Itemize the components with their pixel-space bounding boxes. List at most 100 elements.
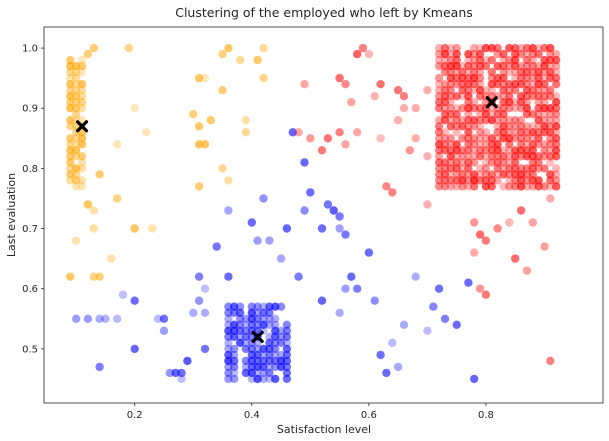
cluster-red-point [487,110,496,119]
cluster-red-point [546,158,555,167]
cluster-red-point [294,128,303,137]
cluster-blue-point [224,206,233,215]
x-tick-label: 0.4 [244,410,260,421]
cluster-blue-point [393,362,403,372]
cluster-red-point [475,116,485,125]
cluster-orange-point [66,61,75,71]
cluster-red-point [475,164,485,173]
cluster-red-point [516,73,526,83]
cluster-orange-point [83,200,93,209]
points-layer [66,43,561,384]
cluster-red-point [522,43,532,53]
cluster-blue-point [241,344,251,354]
cluster-blue-point [212,242,221,251]
cluster-red-point [552,67,561,77]
cluster-red-point [399,104,409,113]
cluster-orange-point [113,140,122,149]
cluster-red-point [546,61,555,71]
cluster-red-point [464,158,473,167]
cluster-blue-point [224,314,233,323]
cluster-red-point [522,86,532,95]
cluster-red-point [470,43,479,53]
cluster-blue-point [399,320,409,329]
cluster-blue-point [282,374,292,384]
cluster-red-point [464,116,473,125]
cluster-orange-point [253,55,262,65]
cluster-blue-point [241,332,251,341]
cluster-blue-point [464,278,473,287]
cluster-orange-point [72,152,81,161]
cluster-blue-point [247,374,256,384]
x-tick-label: 0.8 [478,410,494,421]
cluster-blue-point [200,344,210,354]
cluster-red-point [323,134,333,143]
cluster-red-point [452,80,461,89]
cluster-red-point [552,164,561,173]
cluster-red-point [511,49,520,59]
cluster-blue-point [376,350,385,360]
cluster-blue-point [253,344,262,354]
cluster-red-point [552,116,561,125]
cluster-red-point [522,92,532,101]
cluster-red-point [470,182,479,191]
cluster-blue-point [253,368,262,378]
cluster-blue-point [271,302,280,311]
cluster-red-point [358,43,368,53]
cluster-red-point [499,128,508,137]
cluster-orange-point [72,134,81,143]
cluster-blue-point [230,332,239,341]
cluster-red-point [493,110,502,119]
cluster-red-point [499,67,508,77]
cluster-blue-point [323,200,333,209]
cluster-red-point [458,176,467,185]
cluster-red-point [540,140,549,149]
cluster-blue-point [329,206,338,215]
cluster-red-point [458,158,467,167]
cluster-blue-point [276,362,286,372]
cluster-red-point [516,116,526,125]
cluster-red-point [522,152,532,161]
cluster-red-point [440,92,450,101]
cluster-blue-point [224,344,233,354]
cluster-red-point [464,122,473,131]
cluster-red-point [475,230,485,239]
cluster-orange-point [224,176,233,185]
cluster-red-point [370,92,379,101]
cluster-blue-point [247,218,256,227]
cluster-red-point [552,146,561,155]
cluster-red-point [522,170,532,179]
cluster-red-point [440,170,450,179]
cluster-red-point [546,170,555,179]
cluster-blue-point [306,188,315,197]
cluster-blue-point [282,356,292,366]
x-axis-label: Satisfaction level [277,423,371,436]
cluster-red-point [528,49,537,59]
cluster-red-point [440,182,450,191]
cluster-red-point [347,98,356,107]
cluster-blue-point [253,320,262,329]
cluster-red-point [464,61,473,71]
cluster-red-point [546,86,555,95]
cluster-red-point [540,80,549,89]
cluster-blue-point [259,314,268,323]
cluster-red-point [552,122,561,131]
cluster-red-point [493,224,502,233]
cluster-red-point [552,92,561,101]
cluster-orange-point [83,49,93,59]
cluster-orange-point [72,110,81,119]
cluster-red-point [505,116,514,125]
cluster-red-point [446,80,455,89]
cluster-red-point [540,73,549,83]
cluster-blue-point [118,290,128,299]
cluster-red-point [464,67,473,77]
cluster-red-point [499,73,508,83]
cluster-red-point [446,110,455,119]
y-tick-label: 0.8 [22,164,38,175]
cluster-red-point [528,80,537,89]
cluster-red-point [499,80,508,89]
cluster-blue-point [271,314,280,323]
cluster-blue-point [230,302,239,311]
cluster-red-point [540,152,549,161]
cluster-red-point [475,61,485,71]
cluster-red-point [516,176,526,185]
